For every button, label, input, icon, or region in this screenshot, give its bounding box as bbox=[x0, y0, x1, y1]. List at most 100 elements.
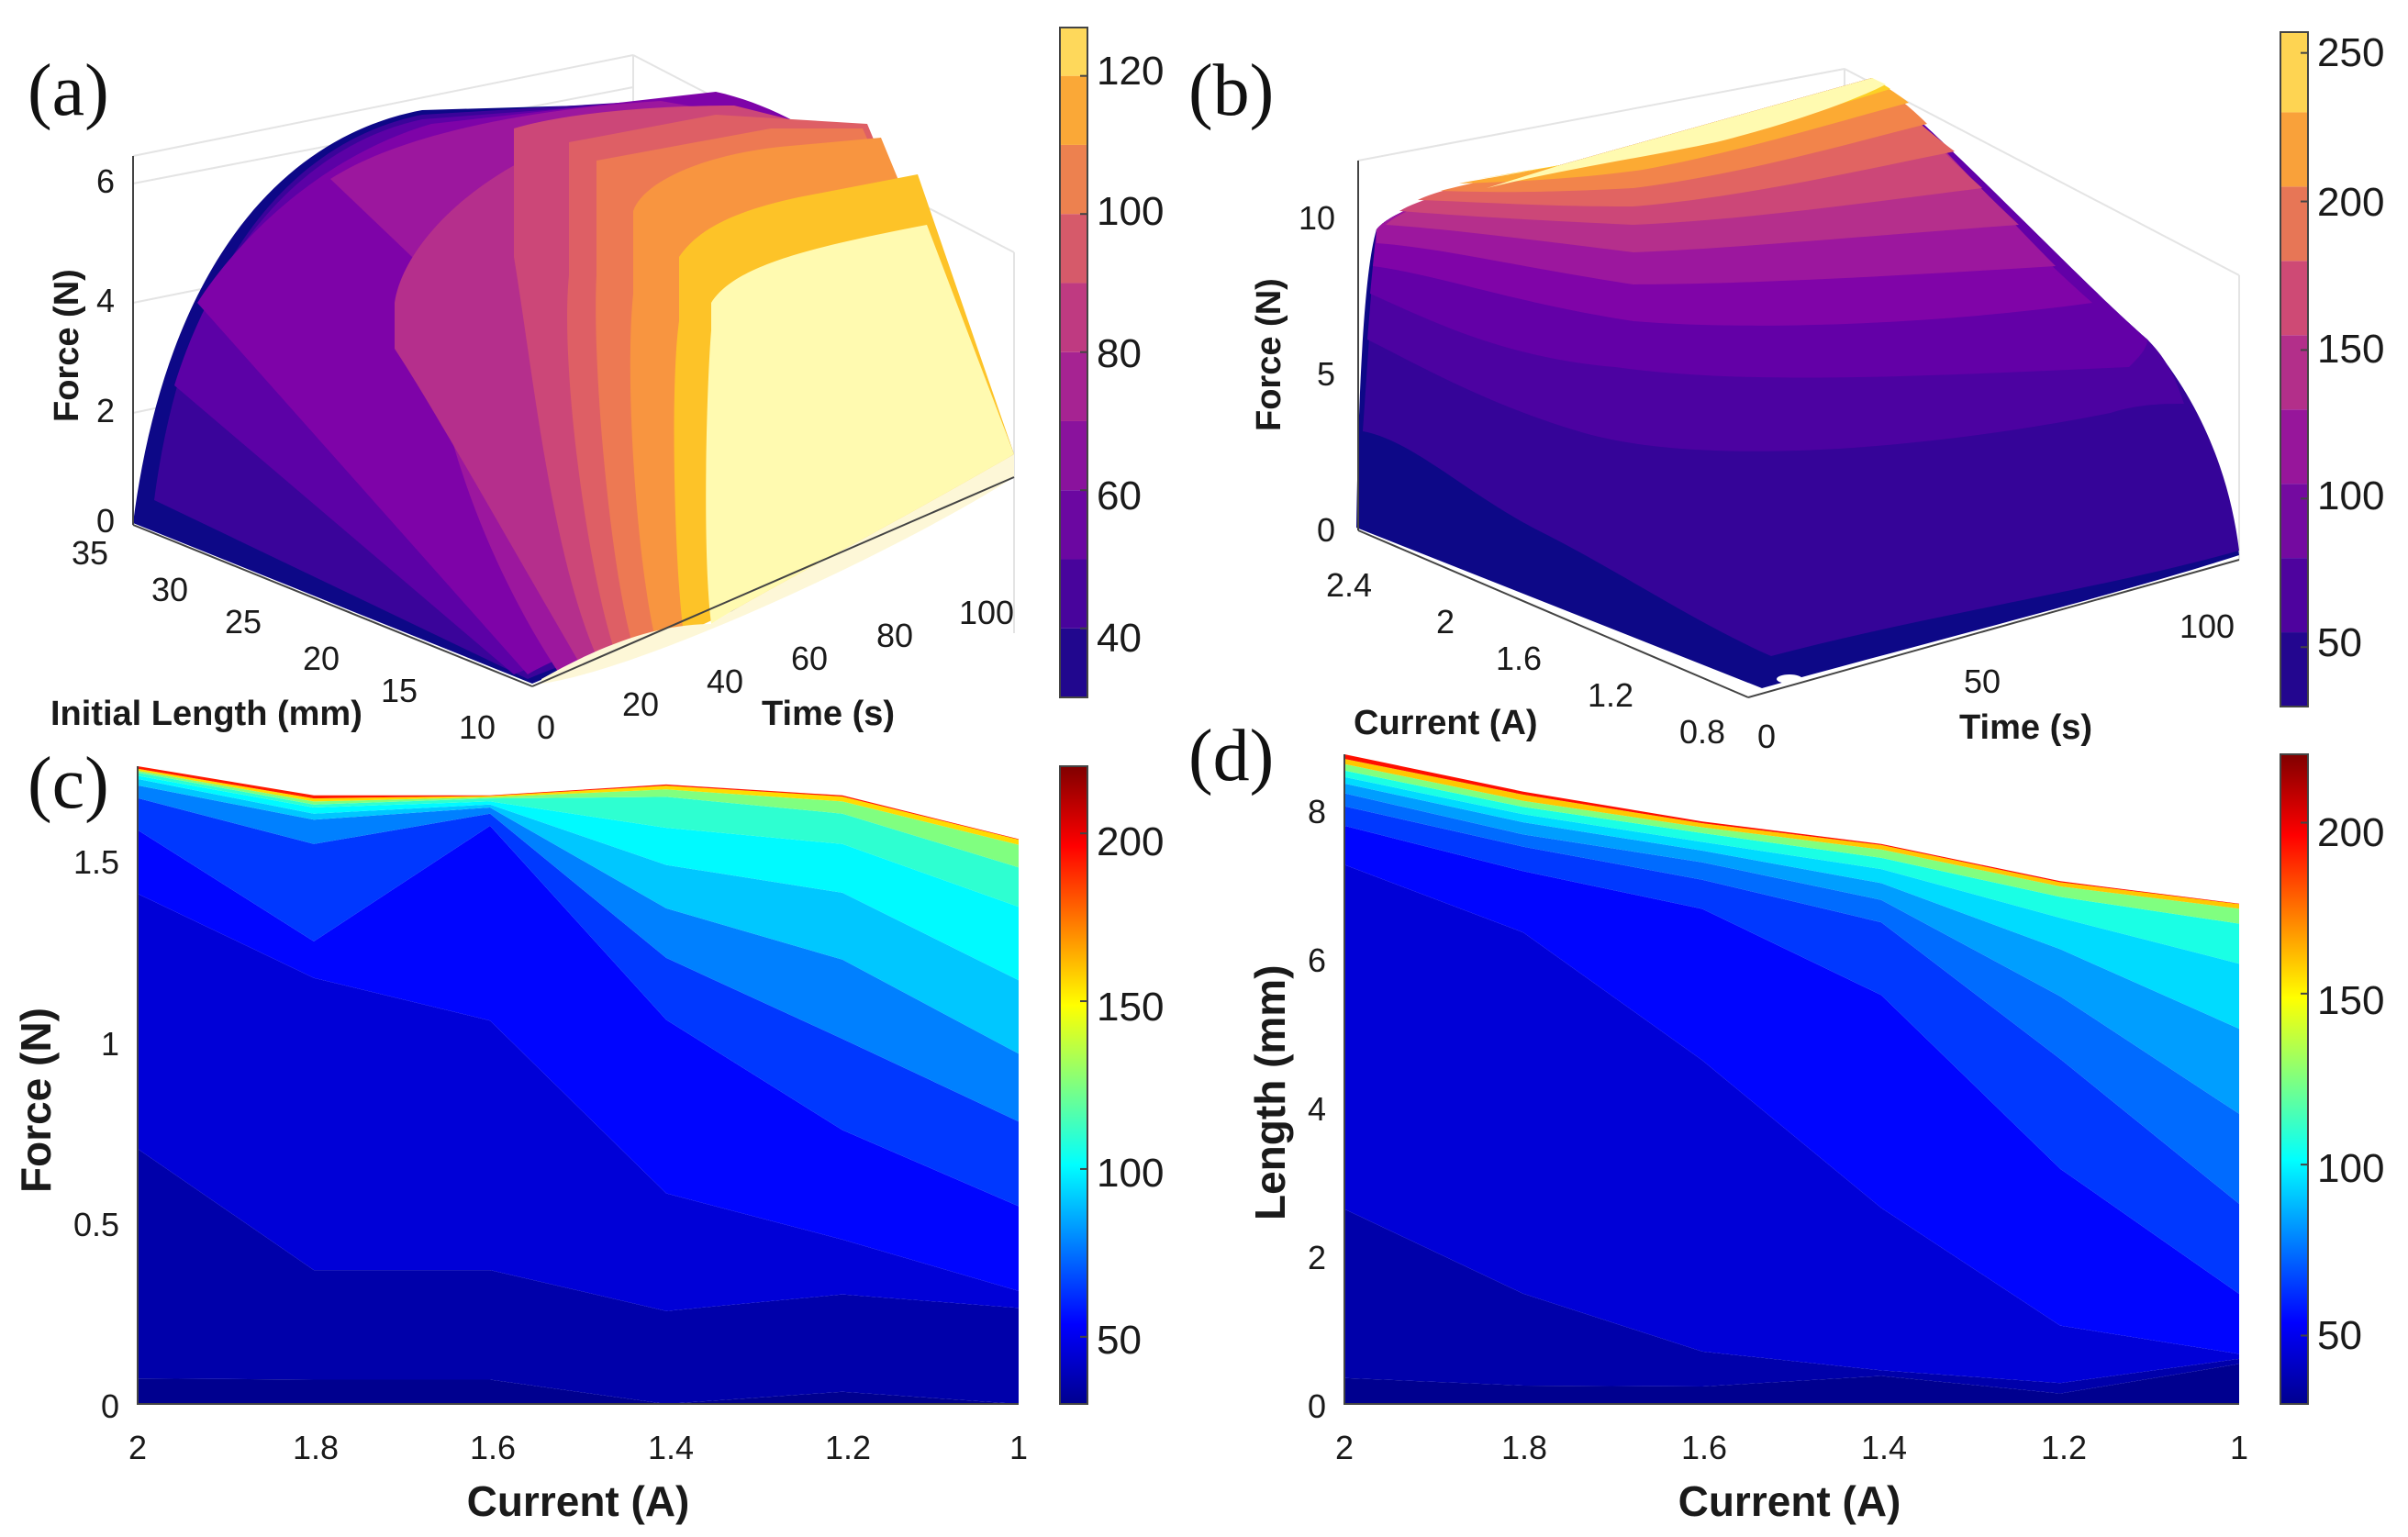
axis-label-d-current: Current (A) bbox=[1678, 1477, 1901, 1525]
tick-a-y-80: 80 bbox=[876, 617, 913, 654]
colorbar-segment bbox=[1060, 351, 1087, 421]
tick-a-y-0: 0 bbox=[537, 708, 555, 746]
tick-d-y-2: 2 bbox=[1308, 1239, 1326, 1276]
colorbar-gradient bbox=[2280, 753, 2309, 1405]
tick-c-x-1: 1 bbox=[1009, 1429, 1028, 1466]
axis-label-c-force: Force (N) bbox=[12, 1008, 60, 1193]
tick-b-x-2: 2 bbox=[1436, 603, 1455, 640]
colorbar-segment bbox=[1060, 144, 1087, 215]
panel-d-plot bbox=[1343, 754, 2239, 1405]
colorbar-d bbox=[2280, 753, 2309, 1405]
axis-label-a-length: Initial Length (mm) bbox=[50, 695, 362, 733]
tick-d-y-0: 0 bbox=[1308, 1387, 1326, 1425]
colorbar-segment bbox=[1060, 75, 1087, 145]
axis-label-a-force: Force (N) bbox=[48, 269, 86, 422]
colorbar-segment bbox=[1060, 28, 1087, 76]
contour-band bbox=[1344, 763, 2239, 924]
colorbar-segment bbox=[2280, 558, 2308, 633]
contour-band bbox=[1344, 806, 2239, 1294]
tick-a-x-35: 35 bbox=[72, 534, 108, 572]
colorbar-segment bbox=[1060, 420, 1087, 491]
panel-b-hole bbox=[1777, 674, 1802, 684]
tick-a-x-30: 30 bbox=[151, 571, 188, 608]
colorbar-gradient bbox=[1059, 765, 1088, 1405]
cb-c-tick-150: 150 bbox=[1097, 985, 1164, 1030]
tick-b-x-0.8: 0.8 bbox=[1679, 713, 1725, 751]
contour-band bbox=[1344, 759, 2239, 909]
tick-b-y-100: 100 bbox=[2179, 607, 2235, 645]
tick-c-x-1.2: 1.2 bbox=[825, 1429, 871, 1466]
tick-c-y-0.5: 0.5 bbox=[73, 1206, 119, 1243]
tick-a-y-40: 40 bbox=[707, 663, 743, 700]
contour-band bbox=[138, 797, 1019, 1207]
panel-b-label: (b) bbox=[1188, 50, 1274, 131]
tick-c-y-1.5: 1.5 bbox=[73, 843, 119, 881]
tick-b-x-1.6: 1.6 bbox=[1496, 640, 1542, 677]
cb-c-tick-200: 200 bbox=[1097, 819, 1164, 864]
axes-frame bbox=[137, 766, 1019, 1405]
axis-label-b-force: Force (N) bbox=[1250, 278, 1288, 431]
panel-b-surface bbox=[1356, 78, 2239, 688]
cb-c-tick-100: 100 bbox=[1097, 1151, 1164, 1196]
tick-b-x-2.4: 2.4 bbox=[1326, 566, 1372, 604]
contour-band bbox=[1344, 776, 2239, 1030]
tick-b-y-50: 50 bbox=[1964, 663, 2001, 700]
contour-band bbox=[1344, 793, 2239, 1204]
tick-b-z-10: 10 bbox=[1299, 199, 1335, 237]
colorbar-frame bbox=[1059, 27, 1088, 698]
colorbar-frame bbox=[2280, 31, 2309, 707]
tick-d-x-1.4: 1.4 bbox=[1861, 1429, 1907, 1466]
tick-d-x-1.2: 1.2 bbox=[2041, 1429, 2087, 1466]
panel-a-surface bbox=[133, 92, 1014, 684]
tick-b-x-1.2: 1.2 bbox=[1588, 676, 1633, 714]
tick-a-x-10: 10 bbox=[459, 708, 496, 746]
panel-a-axes bbox=[132, 156, 1015, 687]
contour-band bbox=[138, 785, 1019, 1122]
cb-d-tick-200: 200 bbox=[2317, 810, 2384, 855]
cb-d-tick-100: 100 bbox=[2317, 1146, 2384, 1191]
panel-c: (c) 0 0.5 1 1.5 Force (N) 2 1.8 1.6 1.4 … bbox=[12, 743, 1164, 1525]
colorbar-segment bbox=[1060, 214, 1087, 284]
tick-d-y-4: 4 bbox=[1308, 1090, 1326, 1128]
contour-band bbox=[1344, 864, 2239, 1384]
axis-label-d-length: Length (mm) bbox=[1246, 964, 1294, 1220]
contour-band bbox=[1344, 1208, 2239, 1394]
cb-b-tick-100: 100 bbox=[2317, 473, 2384, 518]
cb-b-tick-200: 200 bbox=[2317, 180, 2384, 225]
cb-a-tick-60: 60 bbox=[1097, 473, 1142, 518]
cb-a-tick-80: 80 bbox=[1097, 331, 1142, 376]
tick-b-z-5: 5 bbox=[1317, 355, 1335, 393]
colorbar-segment bbox=[2280, 186, 2308, 262]
panel-c-plot bbox=[137, 766, 1019, 1405]
cb-b-tick-250: 250 bbox=[2317, 30, 2384, 75]
tick-d-y-6: 6 bbox=[1308, 941, 1326, 979]
tick-c-x-1.8: 1.8 bbox=[293, 1429, 339, 1466]
tick-c-x-1.6: 1.6 bbox=[470, 1429, 516, 1466]
cb-a-tick-120: 120 bbox=[1097, 49, 1164, 94]
axis-label-b-current: Current (A) bbox=[1354, 704, 1538, 742]
contour-band bbox=[1344, 825, 2239, 1354]
panel-b: (b) 10 5 bbox=[1188, 30, 2384, 755]
panel-c-label: (c) bbox=[28, 743, 109, 824]
panel-d-label: (d) bbox=[1188, 716, 1274, 796]
tick-d-x-1.6: 1.6 bbox=[1681, 1429, 1727, 1466]
tick-a-z-0: 0 bbox=[96, 502, 115, 540]
panel-a-label: (a) bbox=[28, 50, 109, 131]
tick-a-y-20: 20 bbox=[622, 685, 659, 723]
colorbar-segment bbox=[2280, 484, 2308, 559]
tick-a-z-6: 6 bbox=[96, 162, 115, 200]
tick-c-x-1.4: 1.4 bbox=[648, 1429, 694, 1466]
colorbar-segment bbox=[1060, 490, 1087, 560]
tick-a-y-60: 60 bbox=[791, 640, 828, 677]
tick-b-y-0: 0 bbox=[1757, 718, 1776, 755]
tick-c-x-2: 2 bbox=[128, 1429, 147, 1466]
cb-d-tick-150: 150 bbox=[2317, 978, 2384, 1023]
contour-band bbox=[138, 778, 1019, 1054]
panel-d: (d) 0 2 4 6 8 Length (mm) 2 1.8 1.6 1.4 … bbox=[1188, 716, 2384, 1525]
tick-b-z-0: 0 bbox=[1317, 511, 1335, 549]
tick-c-y-0: 0 bbox=[101, 1387, 119, 1425]
tick-d-x-1.8: 1.8 bbox=[1501, 1429, 1547, 1466]
tick-d-x-2: 2 bbox=[1335, 1429, 1354, 1466]
colorbar-segment bbox=[2280, 335, 2308, 410]
